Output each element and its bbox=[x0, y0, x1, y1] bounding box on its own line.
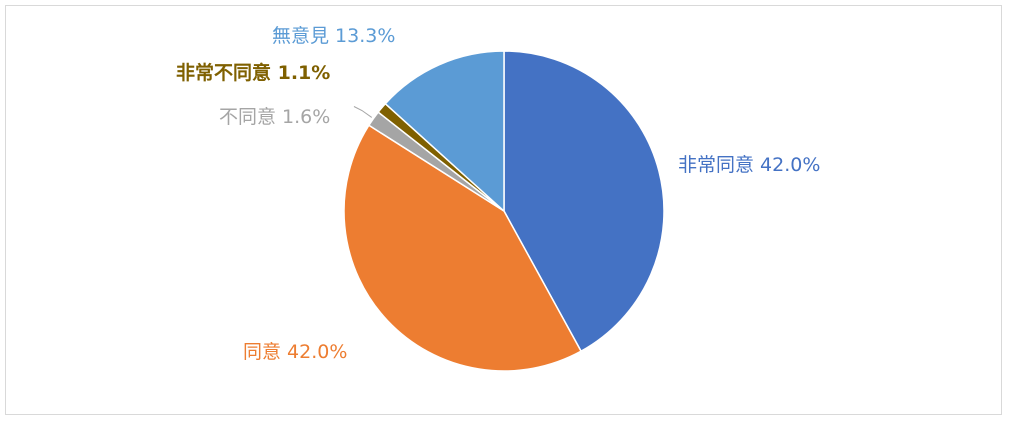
slice-label-3: 不同意 1.6% bbox=[219, 106, 330, 128]
pie-slice-5 bbox=[384, 50, 505, 213]
slice-label-4: 非常不同意 1.1% bbox=[176, 61, 330, 84]
slice-label-5: 無意見 13.3% bbox=[272, 25, 395, 47]
slice-label-2: 同意 42.0% bbox=[243, 341, 347, 363]
slice-label-1: 非常同意 42.0% bbox=[678, 154, 820, 176]
pie-chart: 非常同意 42.0% 同意 42.0% 不同意 1.6% 非常不同意 1.1% 無意見 … bbox=[176, 25, 820, 372]
leader-line-3 bbox=[353, 106, 373, 118]
chart-area: 非常同意 42.0% 同意 42.0% 不同意 1.6% 非常不同意 1.1% 無意見 … bbox=[5, 5, 1002, 415]
pie-slice-2 bbox=[343, 124, 583, 372]
pie-slice-1 bbox=[503, 50, 665, 353]
